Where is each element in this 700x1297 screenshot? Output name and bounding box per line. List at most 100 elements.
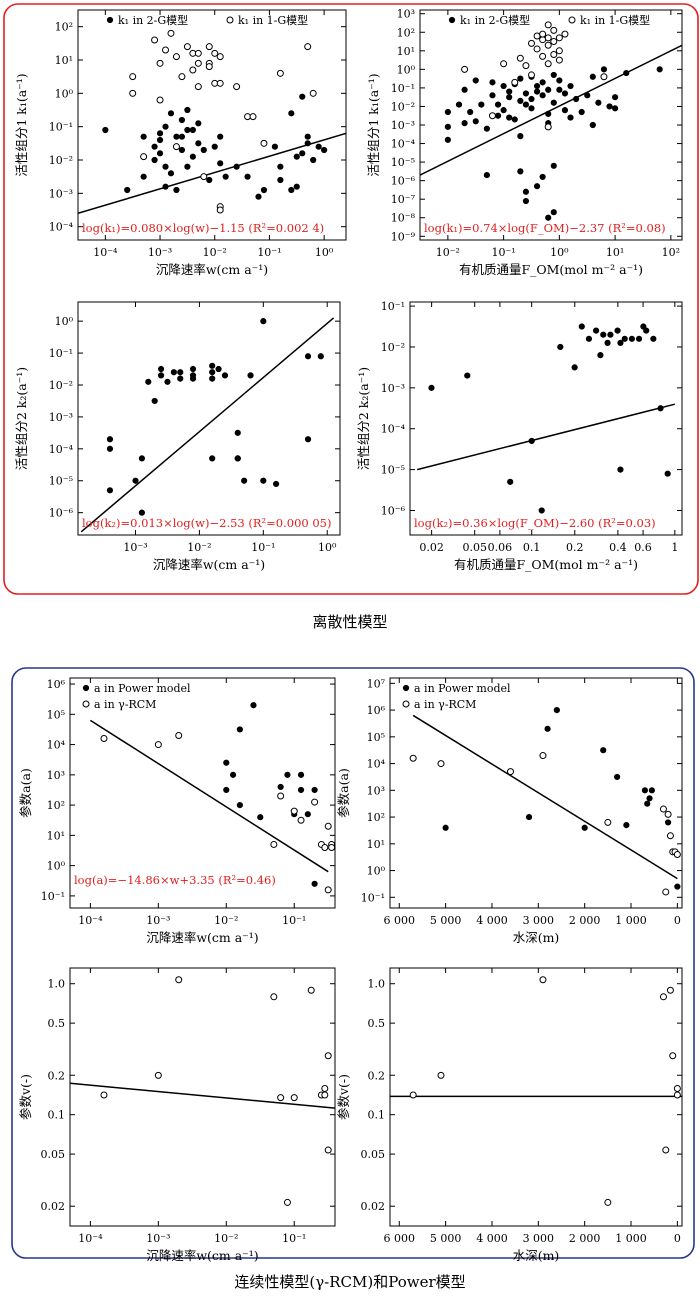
x-tick-label: 10⁻¹ bbox=[257, 246, 281, 259]
data-point-filled bbox=[533, 183, 541, 190]
data-point-filled bbox=[272, 480, 280, 488]
plot-area-frame bbox=[409, 301, 683, 536]
data-point-filled bbox=[561, 107, 569, 114]
data-point-open bbox=[324, 822, 332, 830]
data-point-filled bbox=[528, 105, 535, 112]
x-tick-label: 10⁻¹ bbox=[282, 1232, 306, 1245]
data-point-open bbox=[216, 53, 224, 61]
y-tick-label: 10⁻² bbox=[49, 154, 73, 167]
x-axis-label: 水深(m) bbox=[513, 1248, 560, 1263]
x-tick-label: 6 000 bbox=[384, 914, 416, 927]
data-point-filled bbox=[593, 327, 600, 334]
data-point-filled bbox=[260, 318, 267, 325]
y-tick-label: 10³ bbox=[47, 769, 65, 782]
data-point-filled bbox=[277, 783, 284, 791]
y-tick-label: 10¹ bbox=[367, 838, 385, 851]
x-tick-label: 10⁻³ bbox=[146, 914, 170, 927]
data-point-filled bbox=[255, 193, 262, 200]
data-point-open bbox=[662, 1146, 670, 1154]
data-point-filled bbox=[106, 445, 114, 452]
y-tick-label: 10² bbox=[397, 26, 415, 39]
x-tick-label: 10⁻³ bbox=[123, 541, 147, 554]
x-tick-label: 10⁻⁴ bbox=[93, 246, 118, 259]
data-point-filled bbox=[556, 77, 563, 84]
y-axis-label: 参数v(-) bbox=[18, 1074, 33, 1120]
regression-line bbox=[70, 1082, 335, 1109]
y-tick-label: 10³ bbox=[397, 8, 415, 21]
data-point-open bbox=[277, 1094, 285, 1102]
data-point-filled bbox=[600, 331, 607, 338]
data-point-filled bbox=[641, 787, 649, 794]
data-point-open bbox=[437, 760, 445, 768]
legend-marker bbox=[82, 684, 90, 692]
data-point-open bbox=[162, 46, 170, 54]
regression-line bbox=[412, 714, 678, 880]
chart-a-vs-depth: 6 000 5 000 4 000 3 000 2 000 1 000 0 10⁻¹ 10⁰ 10… bbox=[336, 677, 683, 945]
data-point-filled bbox=[247, 372, 254, 379]
data-point-filled bbox=[444, 136, 451, 143]
y-tick-label: 10⁻³ bbox=[381, 382, 405, 395]
data-point-filled bbox=[640, 323, 647, 330]
data-point-open bbox=[461, 65, 469, 73]
data-point-open bbox=[527, 71, 535, 79]
y-axis-label: 活性组分1 k₁(a⁻¹) bbox=[366, 73, 381, 176]
legend-marker bbox=[106, 16, 114, 24]
data-point-filled bbox=[464, 372, 471, 379]
data-point-filled bbox=[567, 114, 574, 121]
data-point-open bbox=[194, 59, 202, 67]
data-point-filled bbox=[241, 477, 248, 484]
data-point-filled bbox=[244, 173, 251, 180]
data-point-filled bbox=[556, 86, 563, 93]
y-tick-label: 10⁻¹ bbox=[381, 300, 405, 313]
data-point-open bbox=[260, 139, 268, 147]
data-point-filled bbox=[528, 437, 535, 445]
data-point-open bbox=[283, 1198, 291, 1206]
data-point-open bbox=[151, 36, 159, 44]
x-tick-label: 10⁰ bbox=[315, 246, 334, 259]
y-tick-label: 1.0 bbox=[368, 978, 386, 991]
data-point-open bbox=[321, 843, 329, 851]
regression-line bbox=[416, 403, 676, 471]
data-point-open bbox=[156, 96, 164, 104]
x-axis-label: 沉降速率w(cm a⁻¹) bbox=[156, 262, 268, 277]
data-point-filled bbox=[600, 66, 608, 73]
data-point-filled bbox=[550, 71, 557, 79]
data-point-filled bbox=[517, 97, 524, 104]
data-point-filled bbox=[200, 146, 207, 154]
data-point-open bbox=[194, 83, 202, 91]
regression-equation: log(a)=−14.86×w+3.35 (R²=0.46) bbox=[74, 873, 276, 887]
x-tick-label: 10⁻² bbox=[187, 541, 211, 554]
data-point-filled bbox=[138, 455, 146, 462]
data-point-filled bbox=[178, 116, 186, 124]
data-point-filled bbox=[164, 378, 171, 385]
data-point-filled bbox=[442, 824, 449, 831]
y-tick-label: 10⁶ bbox=[47, 678, 66, 691]
x-tick-label: 1 bbox=[671, 541, 678, 554]
y-tick-label: 10⁻⁶ bbox=[49, 507, 74, 520]
data-point-filled bbox=[567, 82, 574, 90]
data-point-filled bbox=[489, 92, 496, 99]
data-point-filled bbox=[614, 327, 621, 334]
data-point-filled bbox=[184, 126, 191, 134]
y-axis-label: 活性组分2 k₂(a⁻¹) bbox=[14, 367, 29, 470]
data-point-open bbox=[270, 993, 278, 1001]
data-point-filled bbox=[167, 170, 175, 177]
data-point-open bbox=[544, 123, 552, 131]
y-axis-label: 活性组分2 k₂(a⁻¹) bbox=[356, 367, 371, 470]
data-point-filled bbox=[315, 143, 322, 150]
data-point-filled bbox=[260, 477, 267, 484]
y-tick-label: 10⁻³ bbox=[391, 119, 415, 132]
data-point-open bbox=[555, 56, 563, 64]
data-point-filled bbox=[657, 405, 664, 412]
data-point-filled bbox=[140, 173, 147, 180]
y-tick-label: 10⁰ bbox=[55, 87, 74, 100]
data-point-open bbox=[211, 49, 219, 57]
data-point-open bbox=[500, 60, 508, 68]
data-point-filled bbox=[557, 343, 564, 351]
data-point-filled bbox=[162, 123, 169, 130]
y-tick-label: 10¹ bbox=[397, 45, 415, 58]
data-point-filled bbox=[195, 140, 202, 147]
data-point-filled bbox=[234, 429, 241, 436]
data-point-filled bbox=[539, 173, 546, 181]
data-point-open bbox=[600, 73, 608, 81]
